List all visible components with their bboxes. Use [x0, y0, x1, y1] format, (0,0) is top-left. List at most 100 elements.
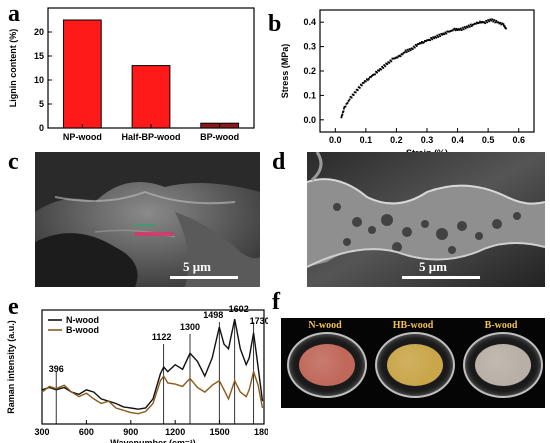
data-point-b	[454, 29, 457, 32]
data-point-b	[497, 21, 500, 24]
data-point-b	[354, 91, 357, 94]
data-point-b	[423, 41, 425, 44]
data-point-b	[457, 28, 460, 30]
data-point-b	[439, 35, 442, 38]
legend-label-e: N-wood	[66, 315, 99, 325]
data-point-b	[343, 106, 346, 108]
data-point-b	[341, 114, 343, 117]
data-point-b	[434, 35, 437, 38]
data-point-b	[363, 80, 366, 82]
x-tick-label-a: NP-wood	[63, 132, 102, 142]
data-point-b	[438, 33, 441, 36]
panel-letter-c: c	[8, 149, 19, 175]
y-axis-label-b: Stress (MPa)	[280, 44, 290, 99]
data-point-b	[368, 77, 370, 80]
data-point-b	[430, 37, 432, 39]
data-point-b	[364, 80, 367, 83]
x-tick-label-a: BP-wood	[200, 132, 239, 142]
data-point-b	[381, 65, 384, 68]
data-point-b	[473, 22, 476, 25]
data-point-b	[376, 71, 378, 74]
data-point-b	[409, 49, 412, 52]
data-point-b	[370, 75, 372, 78]
y-tick-label-b: 0.2	[303, 66, 316, 76]
x-tick-label-a: Half-BP-wood	[122, 132, 181, 142]
data-point-b	[479, 20, 481, 23]
data-point-b	[355, 88, 358, 91]
x-tick-label-e: 1500	[210, 427, 230, 437]
data-point-b	[447, 30, 450, 33]
data-point-b	[492, 20, 495, 23]
panel-letter-f: f	[272, 289, 280, 315]
data-point-b	[480, 21, 482, 24]
petri-dish-hb-wood	[375, 332, 455, 398]
data-point-b	[403, 51, 406, 54]
data-point-b	[399, 55, 402, 58]
data-point-b	[505, 27, 507, 30]
sem-texture-c	[35, 152, 260, 287]
data-point-b	[490, 19, 493, 22]
x-tick-label-b: 0.4	[451, 135, 464, 145]
data-point-b	[456, 29, 459, 31]
data-point-b	[429, 39, 431, 42]
panel-letter-a: a	[8, 1, 20, 27]
series-line-n-wood	[41, 318, 264, 410]
data-point-b	[496, 21, 499, 24]
data-point-b	[395, 56, 398, 59]
data-point-b	[382, 67, 385, 69]
sample-label-b-wood: B-wood	[484, 320, 518, 331]
data-point-b	[443, 33, 446, 36]
data-point-b	[462, 28, 465, 31]
sem-texture-d	[307, 152, 545, 287]
plot-frame-e	[41, 309, 265, 425]
data-point-b	[446, 30, 449, 33]
data-point-b	[357, 86, 360, 89]
sem-image-d: 5 μm	[307, 152, 545, 287]
data-point-b	[387, 61, 390, 64]
data-point-b	[458, 28, 461, 31]
data-point-b	[483, 21, 485, 24]
data-point-b	[391, 57, 394, 60]
x-tick-label-e: 300	[34, 427, 49, 437]
data-point-b	[396, 56, 399, 59]
bar-half-bp-wood	[131, 65, 171, 129]
data-point-b	[346, 102, 349, 104]
y-axis-label-a: Lignin content (%)	[8, 29, 18, 108]
data-point-b	[377, 69, 379, 72]
peak-label-e: 1602	[229, 304, 249, 314]
data-point-b	[352, 94, 355, 96]
scale-label-c: 5 μm	[183, 259, 211, 274]
data-point-b	[394, 57, 397, 59]
data-point-b	[359, 83, 362, 86]
data-point-b	[499, 21, 502, 24]
data-point-b	[351, 93, 354, 96]
y-tick-label-a: 10	[34, 75, 44, 85]
data-point-b	[452, 28, 455, 31]
x-tick-label-b: 0.1	[360, 135, 373, 145]
data-point-b	[374, 73, 376, 76]
series-line-b-wood	[41, 369, 264, 415]
data-point-b	[373, 73, 375, 76]
data-point-b	[463, 26, 466, 28]
panel-letter-d: d	[272, 149, 286, 175]
data-point-b	[489, 18, 492, 21]
data-point-b	[466, 26, 469, 29]
peak-label-e: 1730	[250, 316, 268, 326]
data-point-b	[410, 47, 413, 50]
y-tick-label-a: 20	[34, 27, 44, 37]
data-point-b	[421, 41, 423, 43]
data-point-b	[453, 27, 456, 30]
data-point-b	[343, 107, 345, 110]
data-point-b	[432, 36, 435, 39]
data-point-b	[417, 43, 420, 45]
data-point-b	[340, 116, 343, 119]
data-point-b	[435, 36, 438, 39]
data-point-b	[427, 39, 429, 42]
data-point-b	[386, 63, 389, 66]
x-tick-label-e: 1200	[165, 427, 185, 437]
peak-label-e: 1498	[203, 310, 223, 320]
data-point-b	[451, 29, 454, 32]
data-point-b	[471, 23, 474, 26]
sample-label-n-wood: N-wood	[308, 320, 342, 331]
